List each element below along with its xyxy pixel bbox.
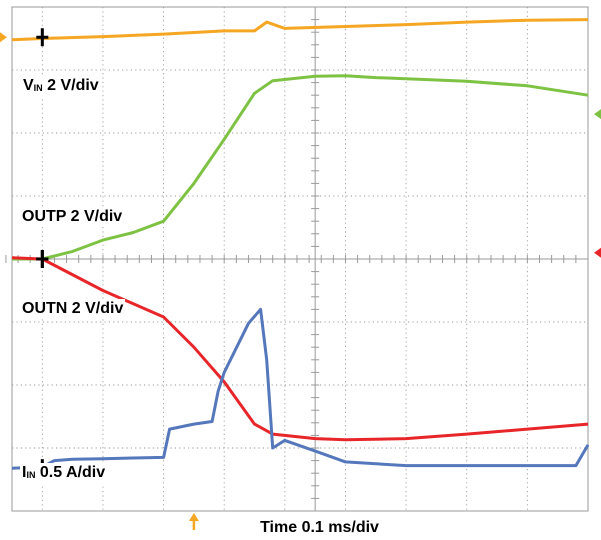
vin-label: VIN 2 V/div (21, 76, 101, 98)
trace-outn (11, 256, 589, 442)
x-axis-label: Time 0.1 ms/div (260, 519, 379, 536)
trace-iin (11, 307, 590, 470)
traces (11, 18, 590, 470)
outn-label: OUTN 2 V/div (20, 299, 126, 319)
trigger-marker-icon (188, 513, 199, 521)
trace-vin (11, 18, 589, 42)
outp-channel-arrow (594, 109, 601, 120)
grid (5, 6, 589, 512)
vin-channel-arrow (0, 32, 7, 43)
outn-channel-arrow (594, 247, 601, 258)
outp-label: OUTP 2 V/div (20, 207, 125, 227)
trace-outp (12, 74, 589, 261)
iin-label: IIN 0.5 A/div (20, 463, 108, 485)
